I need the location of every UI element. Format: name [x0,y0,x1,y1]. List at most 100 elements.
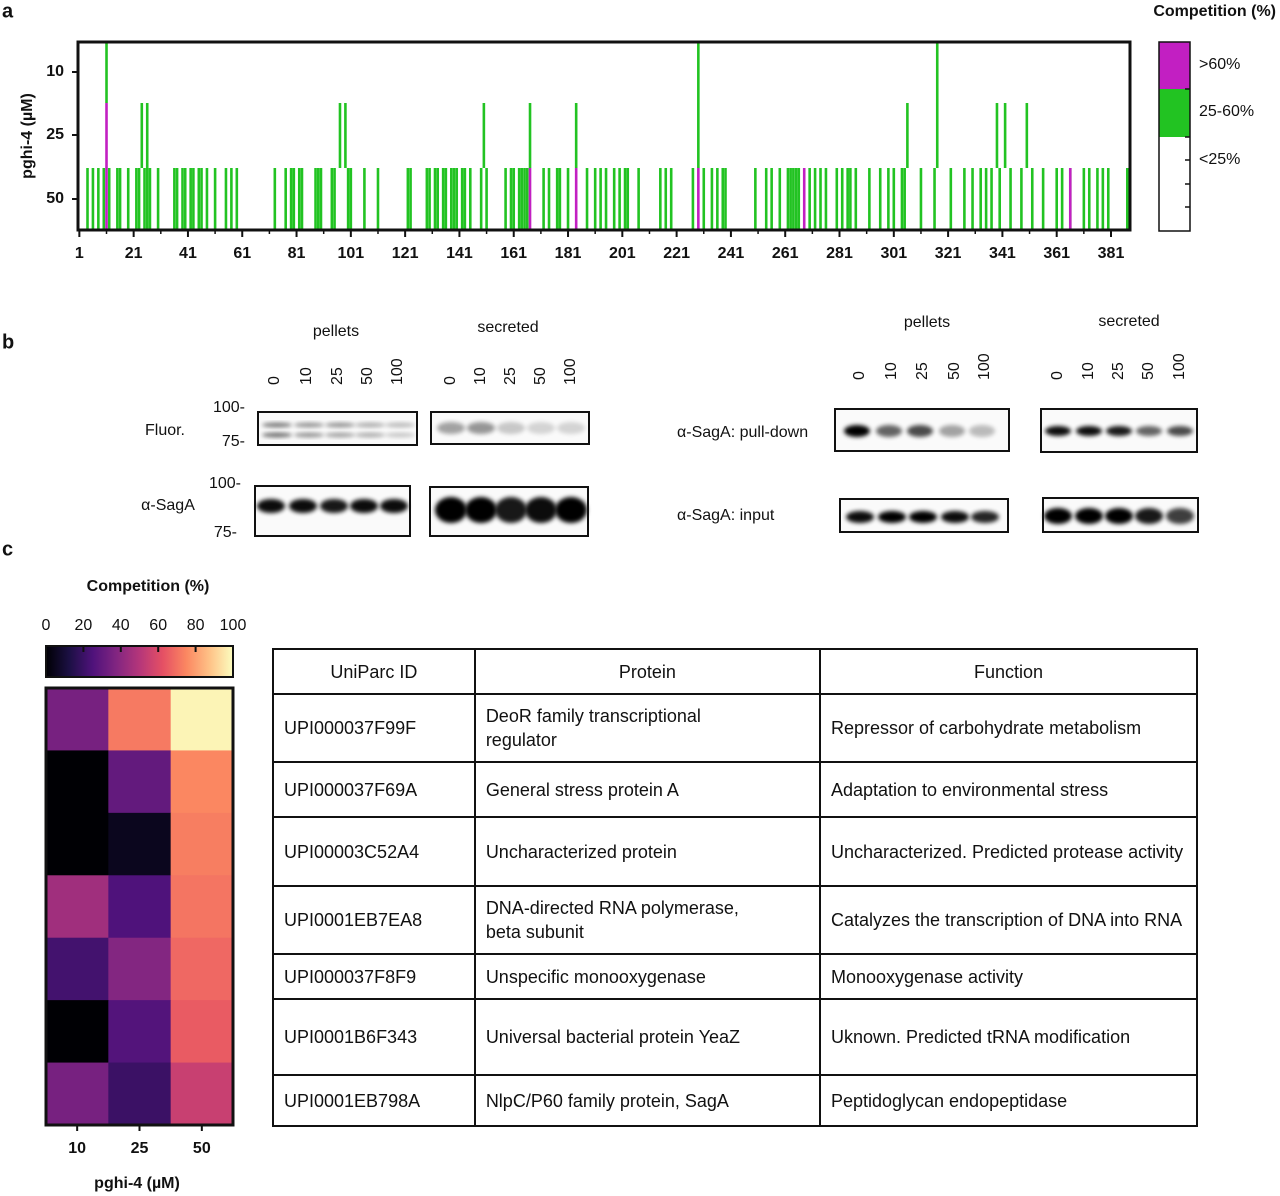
blot-band [294,422,324,428]
table-body: UPI000037F99F DeoR family transcriptional… [272,693,1199,1127]
panel-label: a [2,0,14,22]
blot-frame [257,411,418,446]
blot [1040,408,1198,453]
legend-swatch [1159,137,1190,231]
blot [257,411,418,446]
lane-label: 100 [389,358,406,385]
heatmap-cell [46,875,109,939]
x-tick-label: 21 [125,245,143,262]
blot [254,485,411,537]
blot-band [350,499,378,513]
column-header: UniParc ID [272,648,476,695]
x-tick-label: 61 [233,245,251,262]
blot-band [355,422,385,428]
lane-label: 50 [1140,362,1157,380]
blot-band [1167,426,1193,436]
group-label: secreted [477,319,538,336]
heatmap-cell [46,688,109,751]
column-header: Function [818,648,1199,695]
x-tick-label: 81 [288,245,306,262]
cell-text: DeoR family transcriptional regulator [485,706,701,750]
table-row: UPI0001B6F343 Universal bacterial protein… [272,998,1199,1076]
cell-text: Uncharacterized. Predicted protease acti… [830,841,1184,862]
table-cell: Universal bacterial protein YeaZ [473,998,821,1076]
heatmap-cell [108,750,172,814]
lane-label: 0 [1049,371,1066,380]
blot-band [1075,508,1103,524]
x-tick-label: 241 [718,245,745,262]
table-row: UPI000037F99F DeoR family transcriptional… [272,693,1199,763]
cell-text: Peptidoglycan endopeptidase [830,1090,1068,1111]
blot-band [557,422,585,434]
blot-band [325,422,355,428]
cell-text: UPI0001EB7EA8 [284,910,423,930]
blot-band [495,497,527,523]
colorbar-tick-label: 0 [42,617,51,634]
colorbar-title: Competition (%) [87,578,210,595]
cell-text: DNA-directed RNA polymerase, beta subuni… [485,898,739,942]
blot-band [385,422,415,428]
cell-text: Monooxygenase activity [830,966,1024,987]
cell-text: UPI00003C52A4 [284,841,420,862]
lane-label: 50 [532,367,549,385]
table-cell: UPI0001B6F343 [272,998,476,1076]
heatmap-cell [46,1062,109,1126]
table-cell: Uncharacterized protein [473,816,821,887]
y-tick-label: 50 [46,190,64,207]
blot-band [497,422,525,434]
table-cell: Catalyzes the transcription of DNA into … [818,885,1199,955]
blot-band [846,511,874,523]
table-cell: NlpC/P60 family protein, SagA [473,1074,821,1127]
cell-text: UPI000037F99F [284,718,417,738]
blot-band [1044,508,1072,524]
blot-label: α-SagA [141,497,195,514]
blot-frame [1042,497,1199,533]
heatmap-cell [170,688,234,751]
table-row: UPI00003C52A4 Uncharacterized protein Unch… [272,816,1199,887]
cell-text: Repressor of carbohydrate metabolism [830,718,1142,738]
blot-band [969,425,995,437]
cell-text: General stress protein A [485,779,679,800]
table-cell: Uncharacterized. Predicted protease acti… [818,816,1199,887]
blot-frame [834,408,1010,452]
panel-label: c [2,538,13,560]
cell-text: Adaptation to environmental stress [830,779,1109,800]
lane-label: 50 [359,367,376,385]
x-tick-label: 341 [989,245,1016,262]
lane-label: 25 [1110,362,1127,380]
heatmap-cell [108,875,172,939]
heatmap-cell [46,812,109,876]
blot-band [1136,426,1162,436]
panel-label: b [2,331,14,353]
cell-text: Uncharacterized protein [485,841,677,862]
blot [834,408,1010,452]
colorbar-tick-label: 80 [187,617,205,634]
table-cell: UPI0001EB798A [272,1074,476,1127]
blot-frame [254,485,411,537]
blot-band [294,432,324,438]
blot-band [844,425,870,437]
blot-band [465,497,497,523]
blot-band [555,497,587,523]
table-cell: Uknown. Predicted tRNA modification [818,998,1199,1076]
table-cell: DNA-directed RNA polymerase, beta subuni… [473,885,821,955]
protein-table: UniParc ID Protein Function UPI000037F99F D… [272,648,1199,1127]
heatmap-cell [108,1062,172,1126]
x-tick-label: 10 [68,1140,86,1157]
mw-label: 75- [222,433,245,450]
legend-label: <25% [1199,151,1240,168]
group-label: secreted [1098,313,1159,330]
blot-band [1135,508,1163,524]
lane-label: 10 [472,367,489,385]
blot-band [1045,426,1071,436]
blot-band [380,499,408,513]
x-tick-label: 25 [131,1140,149,1157]
heatmap-cell [46,937,109,1001]
plot-frame [76,40,1132,232]
lane-label: 25 [502,367,519,385]
y-axis-label: pghi-4 (µM) [19,93,36,179]
cell-text: Catalyzes the transcription of DNA into … [830,910,1183,930]
blot-band [355,432,385,438]
blot-frame [429,486,589,537]
blot-band [1106,426,1132,436]
